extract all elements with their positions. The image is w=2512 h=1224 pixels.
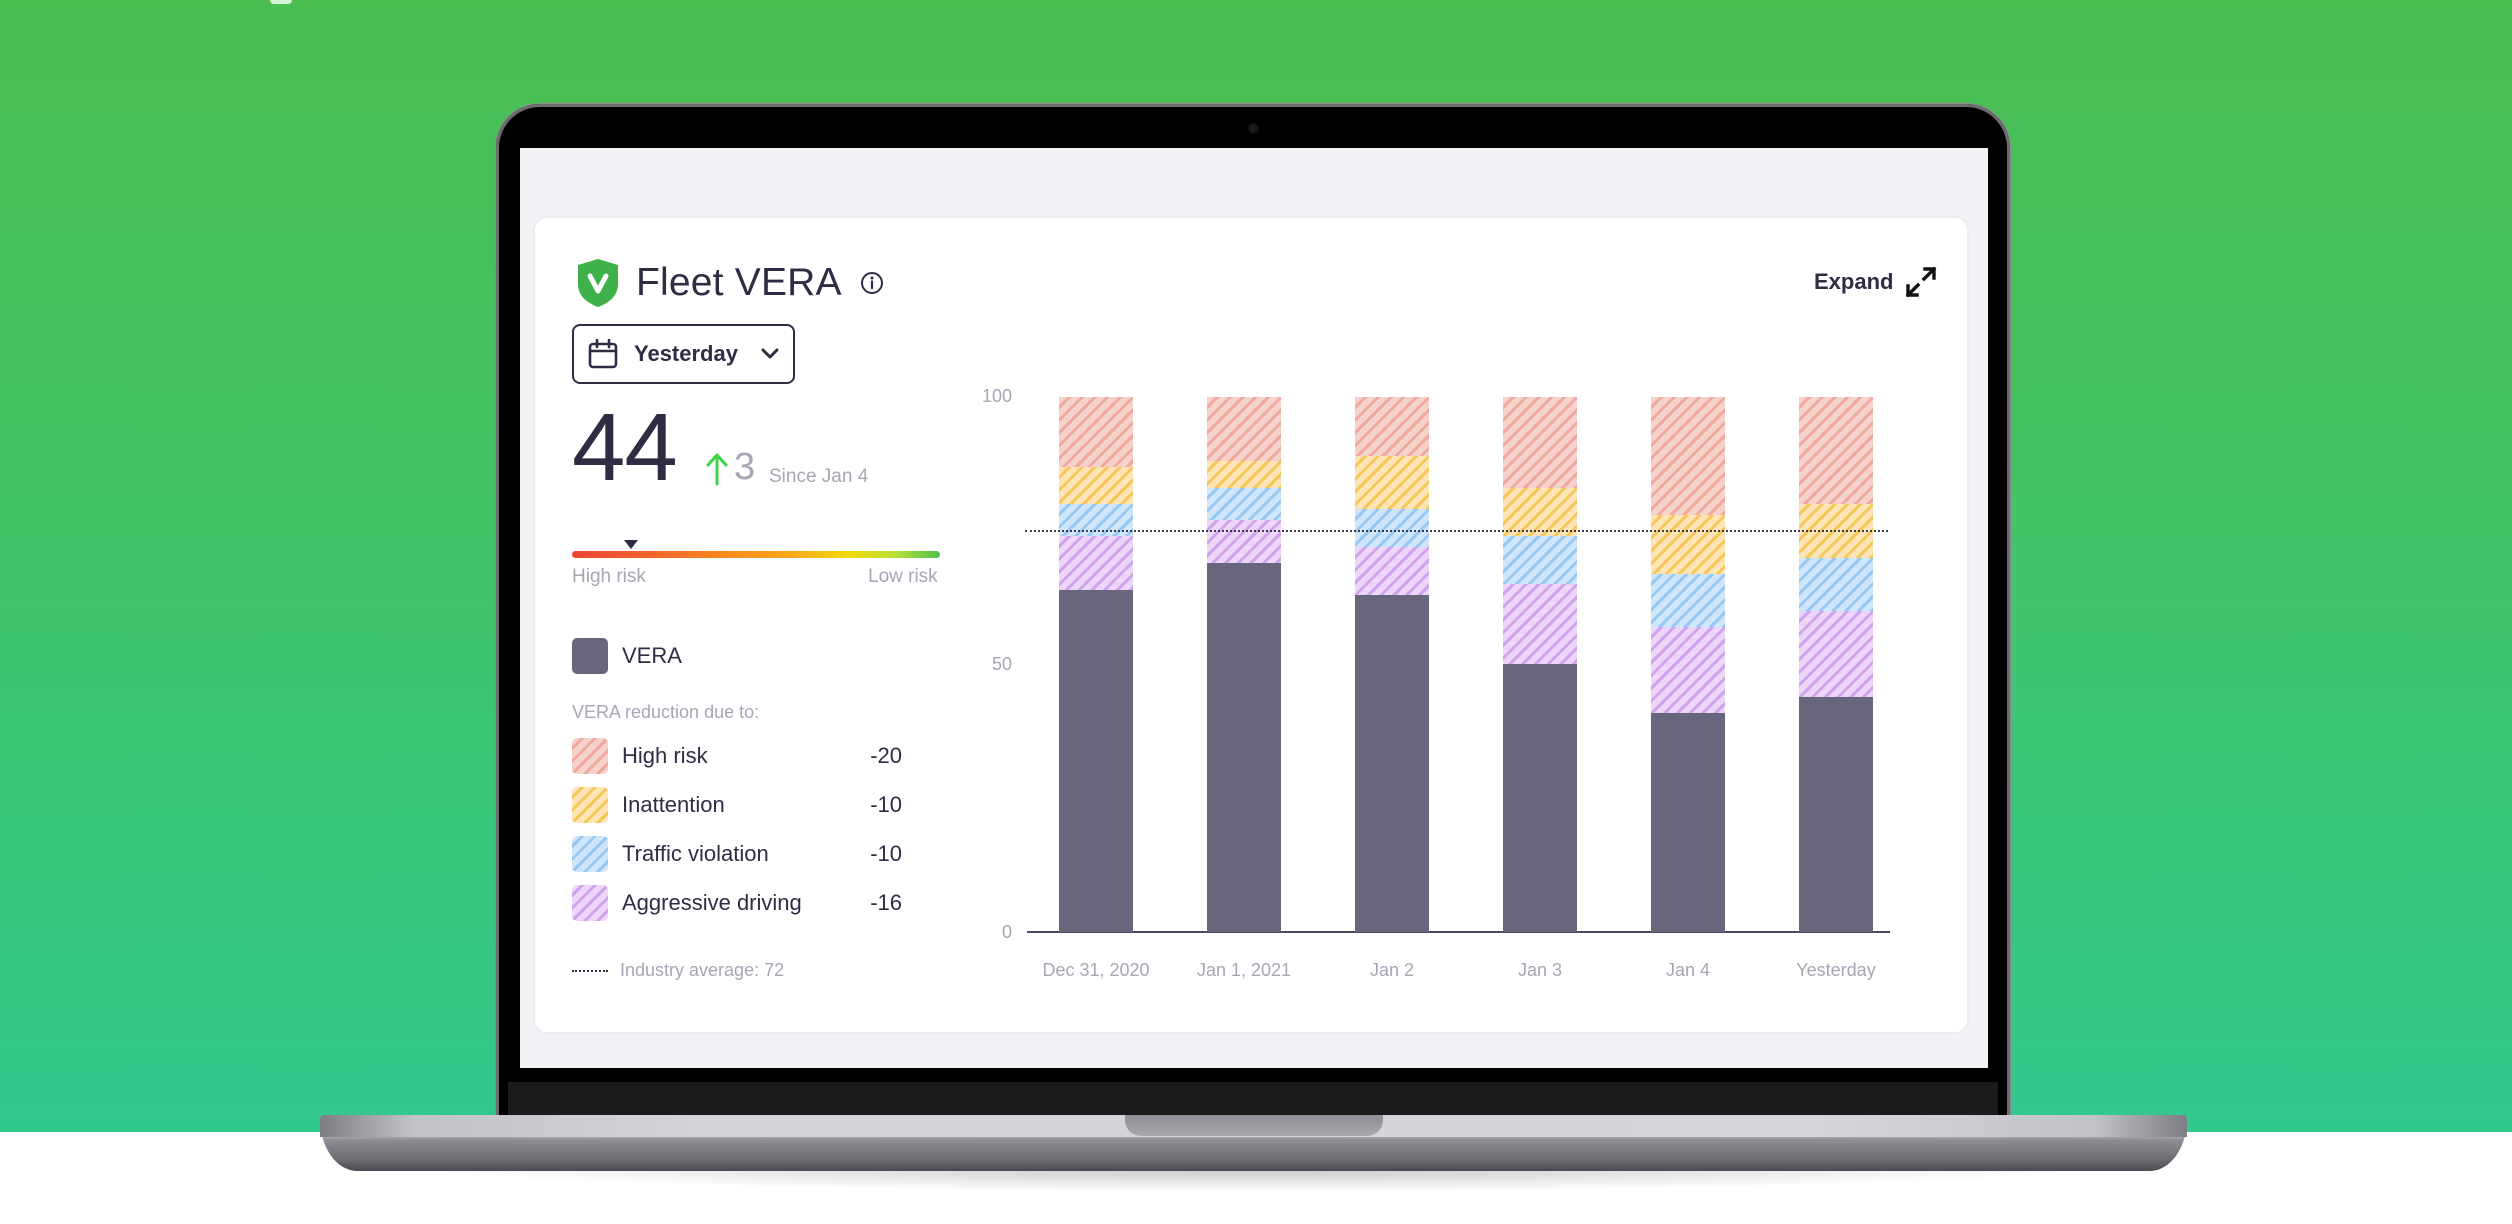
bar-segment-vera bbox=[1651, 712, 1725, 932]
bar-segment-vera bbox=[1059, 589, 1133, 932]
bar-segment-vera bbox=[1503, 664, 1577, 932]
bar-segment-aggressive-driving bbox=[1207, 520, 1281, 563]
industry-average-legend: Industry average: 72 bbox=[572, 960, 784, 981]
legend-item-label: Aggressive driving bbox=[622, 890, 802, 915]
widget-title: Fleet VERA bbox=[636, 261, 842, 304]
legend-item-label: Inattention bbox=[622, 792, 725, 817]
x-axis-label: Yesterday bbox=[1796, 960, 1876, 980]
chart-bar[interactable] bbox=[1355, 397, 1429, 932]
x-axis-label: Jan 4 bbox=[1665, 960, 1711, 980]
bar-segment-vera bbox=[1799, 696, 1873, 932]
risk-scale-low-label: Low risk bbox=[868, 566, 938, 587]
bar-segment-inattention bbox=[1651, 514, 1725, 574]
bar-segment-aggressive-driving bbox=[1799, 611, 1873, 697]
industry-average-label: Industry average: 72 bbox=[620, 960, 785, 980]
legend-item-aggressive-driving: Aggressive driving -16 bbox=[572, 885, 902, 921]
y-tick-100: 100 bbox=[981, 386, 1012, 406]
chart-bar[interactable] bbox=[1503, 397, 1577, 932]
x-axis-line bbox=[1027, 931, 1890, 933]
industry-average-line bbox=[1025, 530, 1888, 532]
x-axis-label: Dec 31, 2020 bbox=[1042, 960, 1150, 980]
bar-segment-traffic-violation bbox=[1651, 573, 1725, 628]
vera-swatch bbox=[572, 638, 608, 674]
laptop-shadow bbox=[420, 1168, 2087, 1192]
bar-segment-traffic-violation bbox=[1799, 557, 1873, 611]
legend-item-inattention: Inattention -10 bbox=[572, 787, 902, 823]
bar-segment-traffic-violation bbox=[1355, 509, 1429, 547]
x-axis-label: Jan 2 bbox=[1369, 960, 1415, 980]
chart-bar[interactable] bbox=[1651, 397, 1725, 932]
inattention-swatch bbox=[572, 787, 608, 823]
aggressive-driving-swatch bbox=[572, 885, 608, 921]
x-axis-label: Jan 3 bbox=[1517, 960, 1563, 980]
bar-segment-vera bbox=[1355, 594, 1429, 932]
bar-segment-high-risk bbox=[1355, 397, 1429, 456]
date-range-dropdown[interactable]: Yesterday bbox=[572, 324, 795, 384]
high-risk-swatch bbox=[572, 738, 608, 774]
legend-item-label: Traffic violation bbox=[622, 841, 769, 866]
legend-vera: VERA bbox=[572, 638, 682, 674]
legend-item-value: -10 bbox=[870, 792, 902, 817]
expand-button[interactable]: Expand bbox=[1814, 264, 1939, 300]
bar-segment-inattention bbox=[1503, 487, 1577, 537]
bar-segment-aggressive-driving bbox=[1503, 584, 1577, 665]
bar-segment-inattention bbox=[1207, 461, 1281, 488]
bar-segment-high-risk bbox=[1799, 397, 1873, 504]
vera-shield-icon bbox=[578, 259, 618, 307]
legend-item-high-risk: High risk -20 bbox=[572, 738, 902, 774]
chart-bar[interactable] bbox=[1799, 397, 1873, 932]
chart-bar[interactable] bbox=[1207, 397, 1281, 932]
laptop-opening-notch bbox=[1125, 1115, 1383, 1136]
bar-segment-traffic-violation bbox=[1503, 536, 1577, 585]
risk-scale-high-label: High risk bbox=[572, 566, 646, 587]
bar-segment-inattention bbox=[1355, 455, 1429, 510]
date-range-value: Yesterday bbox=[634, 341, 738, 366]
bar-segment-high-risk bbox=[1503, 397, 1577, 488]
bar-segment-aggressive-driving bbox=[1355, 546, 1429, 595]
vera-score: 44 bbox=[572, 394, 678, 501]
bar-segment-inattention bbox=[1059, 466, 1133, 504]
arrow-up-icon bbox=[706, 453, 728, 486]
x-axis-label: Jan 1, 2021 bbox=[1196, 960, 1292, 980]
expand-label: Expand bbox=[1814, 269, 1894, 294]
legend-item-value: -16 bbox=[870, 890, 902, 915]
camera-icon bbox=[1249, 124, 1258, 133]
legend-item-label: High risk bbox=[622, 743, 708, 768]
traffic-violation-swatch bbox=[572, 836, 608, 872]
score-delta-since: Since Jan 4 bbox=[769, 466, 869, 487]
y-tick-0: 0 bbox=[1001, 922, 1012, 942]
legend-item-traffic-violation: Traffic violation -10 bbox=[572, 836, 902, 872]
risk-gradient-bar bbox=[572, 551, 940, 558]
chevron-down-icon bbox=[761, 348, 779, 359]
bar-segment-high-risk bbox=[1651, 397, 1725, 515]
bar-segment-high-risk bbox=[1207, 397, 1281, 462]
risk-marker-icon bbox=[623, 540, 638, 549]
bar-segment-high-risk bbox=[1059, 397, 1133, 467]
legend-item-value: -10 bbox=[870, 841, 902, 866]
info-icon[interactable] bbox=[860, 271, 884, 295]
bar-segment-vera bbox=[1207, 562, 1281, 932]
expand-arrows-icon bbox=[1906, 266, 1937, 298]
legend-item-value: -20 bbox=[870, 743, 902, 768]
score-delta: 3 bbox=[734, 446, 756, 488]
calendar-icon bbox=[588, 339, 618, 369]
widget-header: Fleet VERA bbox=[576, 258, 884, 308]
bar-segment-aggressive-driving bbox=[1651, 627, 1725, 713]
legend-vera-label: VERA bbox=[622, 643, 682, 668]
dotted-line-icon bbox=[572, 969, 608, 972]
y-tick-50: 50 bbox=[991, 654, 1012, 674]
chart-bar[interactable] bbox=[1059, 397, 1133, 932]
background-speck bbox=[270, 0, 292, 4]
bar-segment-aggressive-driving bbox=[1059, 536, 1133, 590]
bar-segment-traffic-violation bbox=[1207, 487, 1281, 521]
laptop-hinge-strip bbox=[508, 1082, 1998, 1116]
legend-caption: VERA reduction due to: bbox=[572, 702, 760, 722]
